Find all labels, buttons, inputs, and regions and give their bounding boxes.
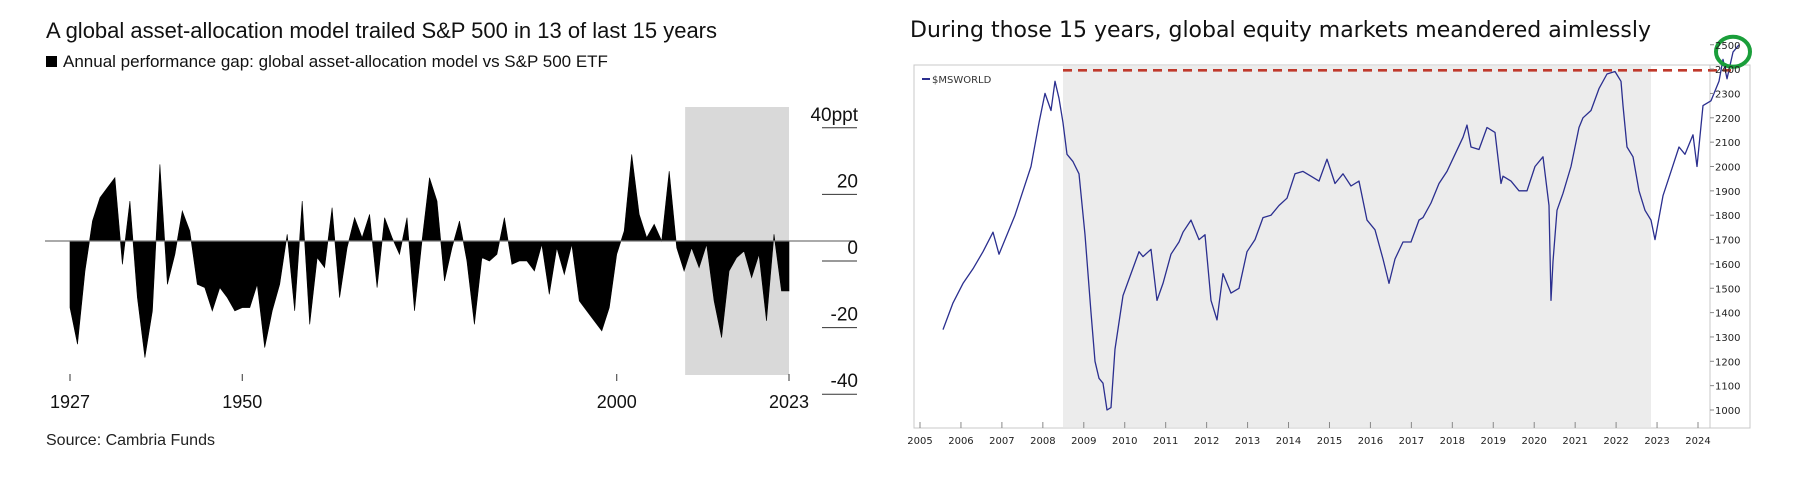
y-tick-label: 1700 [1715, 236, 1740, 247]
x-tick-label: 2006 [948, 436, 973, 447]
x-tick-label: 2023 [769, 392, 809, 412]
x-tick-label: 2014 [1276, 436, 1301, 447]
y-tick-label: 1100 [1715, 382, 1740, 393]
y-tick-label: 2000 [1715, 163, 1740, 174]
x-tick-label: 2009 [1071, 436, 1096, 447]
x-tick-label: 2000 [597, 392, 637, 412]
x-tick-label: 2015 [1317, 436, 1342, 447]
y-tick-label: 2400 [1715, 65, 1740, 76]
y-tick-label: 2100 [1715, 138, 1740, 149]
x-tick-label: 2020 [1521, 436, 1546, 447]
y-tick-label: 1600 [1715, 260, 1740, 271]
y-tick-label: -20 [831, 305, 858, 326]
x-tick-label: 2017 [1399, 436, 1424, 447]
performance-gap-chart: 40ppt 20 0 -20 -40 1927 1950 2000 2023 [45, 105, 859, 412]
legend-square-icon [46, 56, 57, 67]
x-tick-label: 2012 [1194, 436, 1219, 447]
y-tick-label: 2300 [1715, 89, 1740, 100]
x-tick-label: 2008 [1030, 436, 1055, 447]
x-tick-label: 2022 [1603, 436, 1628, 447]
y-tick-label: 40ppt [810, 105, 858, 126]
y-tick-label: 1900 [1715, 187, 1740, 198]
chart-source: Source: Cambria Funds [46, 432, 215, 449]
performance-gap-area [69, 154, 790, 358]
y-tick-label: 1400 [1715, 309, 1740, 320]
left-chart-title: A global asset-allocation model trailed … [46, 18, 717, 43]
x-tick-label: 2005 [907, 436, 932, 447]
x-tick-label: 2021 [1562, 436, 1587, 447]
x-tick-label: 2011 [1153, 436, 1178, 447]
x-tick-label: 1950 [222, 392, 262, 412]
y-tick-label: 1800 [1715, 211, 1740, 222]
msworld-line [942, 44, 1740, 411]
x-tick-label: 2010 [1112, 436, 1137, 447]
y-tick-label: 1200 [1715, 357, 1740, 368]
x-tick-label: 2018 [1440, 436, 1465, 447]
y-tick-label: 1000 [1715, 406, 1740, 417]
right-chart-panel: During those 15 years, global equity mar… [900, 0, 1800, 477]
x-tick-label: 2019 [1481, 436, 1506, 447]
y-tick-label: 1300 [1715, 333, 1740, 344]
left-chart-subtitle-text: Annual performance gap: global asset-all… [63, 52, 608, 71]
y-tick-label: 0 [847, 238, 858, 259]
y-tick-label: 2200 [1715, 114, 1740, 125]
y-tick-label: -40 [831, 371, 858, 392]
x-tick-label: 2007 [989, 436, 1014, 447]
x-tick-label: 2024 [1685, 436, 1710, 447]
x-tick-label: 1927 [50, 392, 90, 412]
new-high-circle [1714, 34, 1752, 69]
y-tick-label: 2500 [1715, 41, 1740, 52]
shaded-period [1063, 66, 1651, 427]
x-tick-label: 2013 [1235, 436, 1260, 447]
left-chart-panel: A global asset-allocation model trailed … [45, 18, 859, 449]
legend-label: $MSWORLD [932, 75, 992, 86]
right-chart-title: During those 15 years, global equity mar… [910, 18, 1651, 43]
y-tick-label: 20 [837, 171, 858, 192]
msworld-chart: $MSWORLD 1000 1100 1200 1300 1400 1500 1600 1700… [907, 34, 1752, 447]
left-chart-subtitle: Annual performance gap: global asset-all… [46, 52, 608, 72]
y-tick-label: 1500 [1715, 284, 1740, 295]
x-tick-label: 2023 [1644, 436, 1669, 447]
x-tick-label: 2016 [1358, 436, 1383, 447]
